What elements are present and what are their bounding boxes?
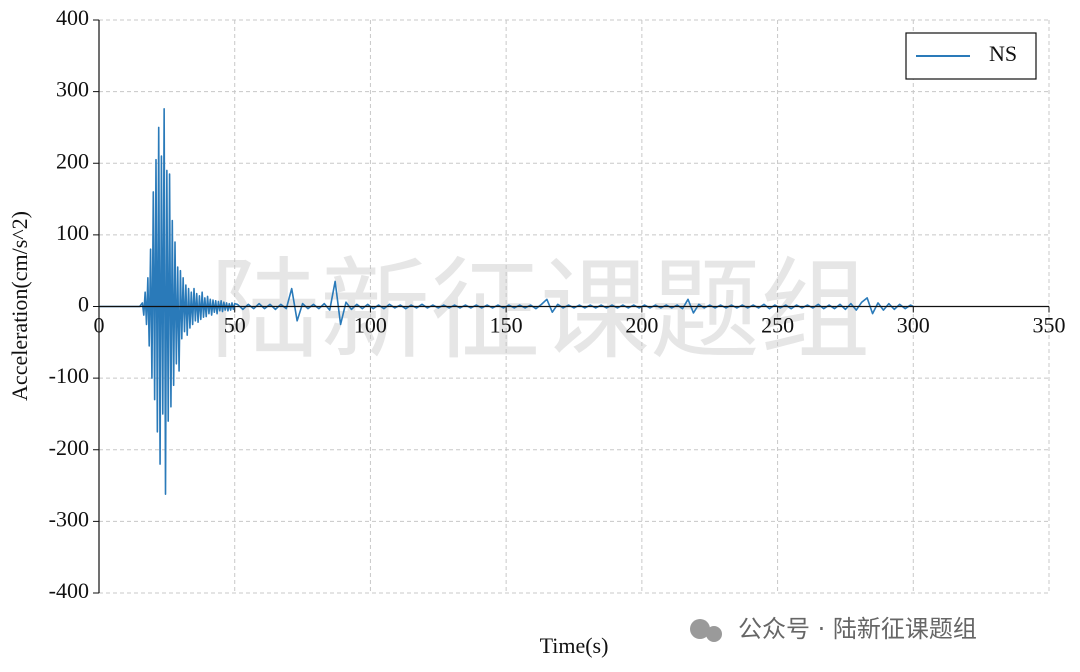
y-tick-label: 400 — [56, 5, 89, 30]
x-tick-label: 150 — [490, 313, 523, 338]
source-text: 公众号 · 陆新征课题组 — [738, 615, 977, 643]
watermark: 陆新征课题组 — [210, 246, 870, 374]
x-tick-label: 200 — [625, 313, 658, 338]
x-axis-label: Time(s) — [540, 633, 609, 658]
y-tick-label: -200 — [49, 435, 89, 460]
wechat-icon — [706, 626, 722, 642]
y-tick-label: 200 — [56, 148, 89, 173]
wechat-icon — [690, 619, 710, 639]
y-tick-label: -300 — [49, 506, 89, 531]
x-tick-label: 250 — [761, 313, 794, 338]
y-tick-label: 300 — [56, 77, 89, 102]
legend-label: NS — [989, 41, 1017, 66]
y-tick-label: -400 — [49, 578, 89, 603]
x-tick-label: 350 — [1033, 313, 1066, 338]
x-tick-label: 50 — [224, 313, 246, 338]
source-badge: 公众号 · 陆新征课题组 — [690, 615, 977, 643]
y-tick-label: 100 — [56, 220, 89, 245]
x-tick-label: 100 — [354, 313, 387, 338]
x-tick-label: 300 — [897, 313, 930, 338]
y-tick-label: -100 — [49, 363, 89, 388]
legend: NS — [905, 32, 1037, 80]
y-tick-label: 0 — [78, 292, 89, 317]
y-axis-label: Acceleration(cm/s^2) — [7, 211, 32, 401]
